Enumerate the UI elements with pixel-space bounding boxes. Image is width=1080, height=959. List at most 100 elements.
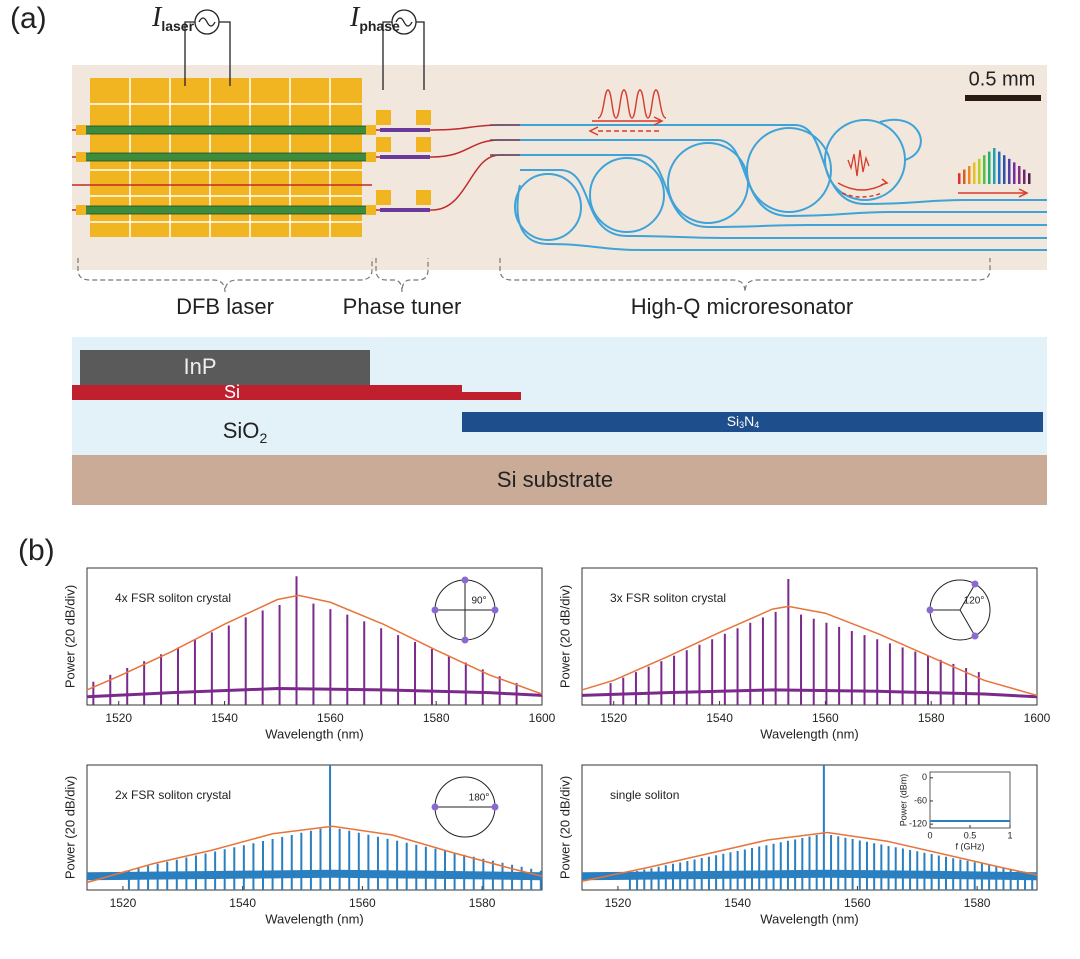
soliton-dot [926, 606, 934, 614]
panel-label: (a) [10, 2, 47, 35]
lasers [76, 110, 431, 215]
arrow [841, 192, 883, 198]
envelope-fit [581, 605, 1038, 697]
formula: N [744, 413, 754, 429]
x-tick-label: 1580 [918, 711, 945, 725]
phase-pad [376, 190, 391, 205]
heater [380, 208, 430, 212]
x-axis-label: f (GHz) [956, 841, 985, 851]
symbol: I [349, 2, 361, 33]
phase-pad [416, 137, 431, 152]
bus-waveguide [516, 184, 1047, 251]
x-tick-label: 1580 [469, 896, 496, 910]
x-tick-label: 1560 [317, 711, 344, 725]
comb-tooth [1013, 162, 1016, 184]
phase-pad [416, 110, 431, 125]
soliton-icon [847, 149, 870, 177]
inset-frame [929, 771, 1011, 829]
bus-loop [879, 118, 922, 161]
heater [380, 128, 430, 132]
x-tick-label: 1540 [724, 896, 751, 910]
layer-label: Si [224, 382, 240, 402]
laser-ridge [84, 152, 369, 162]
device-layout: Ilaser Iphase 0.5 mm DFB laser Phase tun… [72, 2, 1047, 505]
subscript: phase [359, 18, 400, 34]
section-label: DFB laser [176, 294, 274, 319]
laser-ridge [84, 125, 369, 135]
pulse-icon [597, 89, 667, 119]
chart-title: 2x FSR soliton crystal [115, 788, 231, 802]
y-axis-label: Power (20 dB/div) [62, 776, 77, 879]
x-tick-label: 0.5 [964, 830, 977, 840]
inp-layer [80, 350, 370, 385]
soliton-dot [461, 636, 469, 644]
comb-tooth [973, 162, 976, 184]
end-pad [366, 205, 376, 215]
scale-label: 0.5 mm [969, 68, 1036, 90]
y-axis-label: Power (20 dB/div) [557, 776, 572, 879]
layer-label: Si3N4 [727, 413, 760, 431]
soliton-dot [491, 803, 499, 811]
envelope-fit [86, 825, 543, 884]
end-pad [76, 205, 86, 215]
x-tick-label: 1580 [964, 896, 991, 910]
subscript: 2 [259, 430, 267, 446]
chart-title: 4x FSR soliton crystal [115, 591, 231, 605]
section-label: High-Q microresonator [631, 294, 854, 319]
comb-tooth [1028, 173, 1031, 184]
soliton-dot [491, 606, 499, 614]
x-tick-label: 1580 [423, 711, 450, 725]
comb-tooth [988, 151, 991, 184]
phase-pad [416, 190, 431, 205]
end-pad [76, 152, 86, 162]
y-axis-label: Power (20 dB/div) [557, 585, 572, 688]
angle-label: 120° [964, 596, 985, 607]
arrow [592, 116, 664, 126]
angle-label: 90° [471, 596, 486, 607]
comb-tooth [1008, 158, 1011, 184]
symbol: I [151, 2, 163, 33]
subscript: 4 [754, 420, 759, 430]
x-tick-label: 1540 [229, 896, 256, 910]
x-axis-label: Wavelength (nm) [265, 911, 364, 926]
formula: Si [727, 413, 739, 429]
si3n4-layer [462, 412, 1043, 432]
phase-spoke [959, 583, 976, 611]
bus-waveguide [520, 139, 1047, 218]
current-source [184, 9, 425, 90]
x-tick-label: 0 [927, 830, 932, 840]
layer-label: InP [183, 354, 216, 379]
comb-tooth [1003, 155, 1006, 184]
current-label: Iphase [349, 2, 400, 33]
comb-tooth [1018, 166, 1021, 184]
comb-tooth [978, 158, 981, 184]
comb-tooth [968, 166, 971, 184]
microresonators [514, 118, 1047, 251]
end-pad [366, 152, 376, 162]
bracket [77, 258, 991, 293]
scale-bar [965, 95, 1041, 101]
x-tick-label: 1600 [529, 711, 556, 725]
x-axis-label: Wavelength (nm) [760, 911, 859, 926]
ring [514, 173, 582, 241]
end-pad [366, 125, 376, 135]
noise-floor [581, 869, 1038, 881]
x-tick-label: 1 [1007, 830, 1012, 840]
chart-title: single soliton [610, 788, 679, 802]
chart-title: 3x FSR soliton crystal [610, 591, 726, 605]
y-tick-label: -60 [914, 795, 927, 805]
bus-waveguide [520, 169, 1047, 239]
arrow [958, 188, 1029, 198]
phase-pad [376, 137, 391, 152]
noise-floor [86, 687, 543, 699]
x-tick-label: 1560 [812, 711, 839, 725]
formula: SiO [223, 418, 260, 443]
x-tick-label: 1520 [110, 896, 137, 910]
x-tick-label: 1540 [211, 711, 238, 725]
waveguides [72, 124, 520, 211]
si-taper [462, 392, 521, 400]
phase-pad [376, 110, 391, 125]
end-pad [76, 125, 86, 135]
arrow [588, 126, 599, 136]
